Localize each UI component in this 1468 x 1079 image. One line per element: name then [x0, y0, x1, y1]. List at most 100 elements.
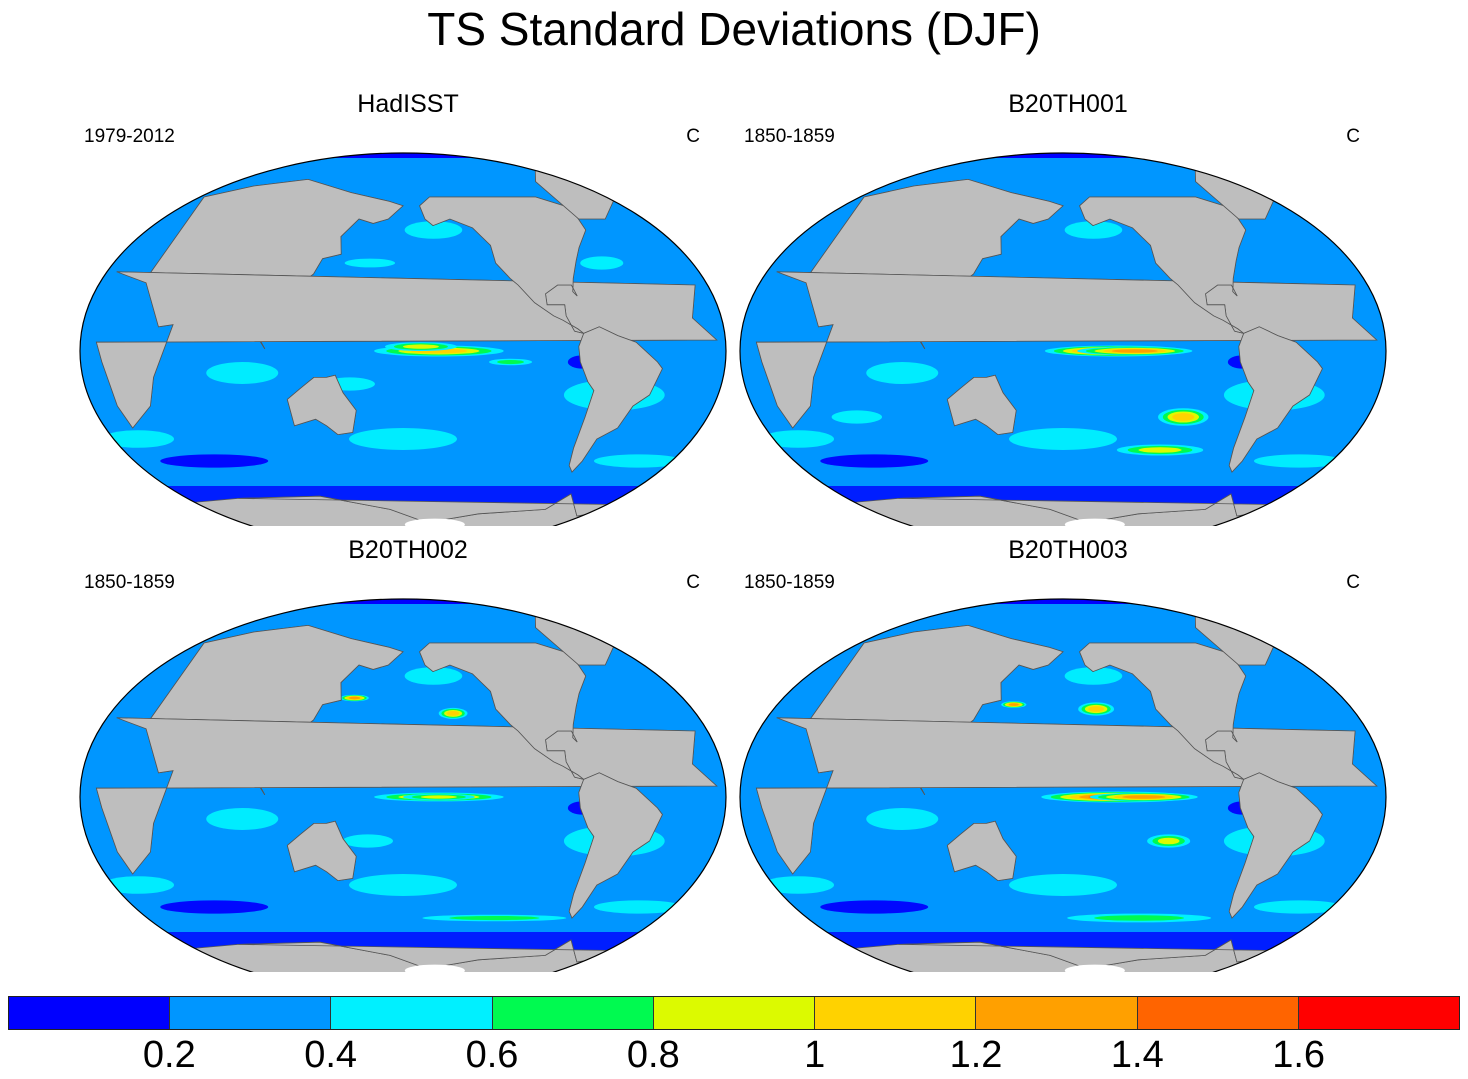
variability-patch — [1064, 221, 1123, 239]
arctic-low-variance — [740, 153, 1386, 158]
map-panel-b20th001: B20TH001 1850-1859 C — [738, 90, 1398, 536]
colorbar-tick-label: 1.2 — [949, 1034, 1003, 1076]
sst-contour — [1088, 706, 1104, 712]
panel-title: B20TH001 — [1008, 90, 1128, 118]
sst-contour — [1094, 915, 1185, 921]
sst-contour — [402, 344, 439, 349]
colorbar-segment — [170, 997, 332, 1029]
variability-patch — [206, 362, 279, 384]
sst-contour — [1008, 703, 1019, 706]
colorbar-tick-label: 0.8 — [626, 1034, 680, 1076]
panel-title: B20TH003 — [1008, 536, 1128, 564]
arctic-low-variance — [740, 599, 1386, 604]
land-australia — [286, 374, 357, 436]
land-australia — [946, 820, 1017, 882]
variability-patch — [593, 454, 684, 468]
sst-contour — [1122, 795, 1166, 799]
ice-shelf — [404, 964, 465, 972]
land-samerica — [568, 326, 663, 473]
ice-shelf — [404, 518, 465, 526]
variability-patch — [349, 428, 457, 450]
world-map — [79, 126, 727, 526]
land-australia — [946, 374, 1017, 436]
sst-contour — [580, 256, 624, 270]
variability-patch — [1009, 874, 1117, 896]
sst-contour — [446, 710, 460, 716]
panel-title: B20TH002 — [348, 536, 468, 564]
variability-patch — [404, 221, 463, 239]
variability-patch — [1064, 667, 1123, 685]
sst-contour — [1157, 837, 1180, 845]
world-map — [79, 598, 727, 972]
period-label: 1850-1859 — [744, 572, 835, 593]
arctic-low-variance — [80, 153, 726, 158]
units-label: C — [686, 572, 700, 593]
units-label: C — [686, 126, 700, 147]
land-samerica — [1228, 326, 1323, 473]
world-map — [739, 598, 1387, 972]
colorbar-tick-label: 1 — [804, 1034, 826, 1076]
colorbar — [8, 996, 1460, 1030]
sea-ice — [261, 126, 441, 146]
sst-contour — [497, 359, 525, 365]
land-namerica — [1079, 196, 1247, 334]
land-samerica — [568, 772, 663, 919]
units-label: C — [1346, 126, 1360, 147]
colorbar-segment — [1298, 997, 1459, 1029]
variability-patch — [102, 876, 175, 894]
variability-patch — [404, 667, 463, 685]
map-outline — [739, 152, 1387, 526]
variability-patch — [160, 900, 269, 914]
sst-contour — [831, 410, 883, 424]
main-title: TS Standard Deviations (DJF) — [427, 3, 1041, 55]
variability-patch — [762, 430, 835, 448]
panel-title: HadISST — [357, 90, 459, 118]
colorbar-segment — [1137, 997, 1299, 1029]
land-namerica — [419, 642, 587, 780]
colorbar-tick-label: 0.6 — [465, 1034, 519, 1076]
sst-contour — [1172, 413, 1195, 421]
variability-patch — [762, 876, 835, 894]
colorbar-tick-label: 1.6 — [1272, 1034, 1326, 1076]
colorbar-segment — [976, 997, 1138, 1029]
variability-patch — [1253, 900, 1344, 914]
sst-contour — [420, 795, 457, 799]
land-namerica — [1079, 642, 1247, 780]
sst-contour — [1138, 447, 1182, 453]
map-outline — [739, 598, 1387, 972]
map-outline — [79, 152, 727, 526]
period-label: 1979-2012 — [84, 126, 175, 147]
variability-patch — [349, 874, 457, 896]
sst-contour — [344, 258, 396, 268]
units-label: C — [1346, 572, 1360, 593]
colorbar-tick-label: 1.4 — [1110, 1034, 1164, 1076]
sst-contour — [1111, 349, 1158, 353]
map-panel-hadisst: HadISST 1979-2012 C — [78, 90, 738, 536]
period-label: 1850-1859 — [84, 572, 175, 593]
sst-contour — [342, 834, 393, 848]
land-australia — [286, 820, 357, 882]
sst-contour — [348, 696, 361, 700]
colorbar-tick-label: 0.2 — [142, 1034, 196, 1076]
variability-patch — [1253, 454, 1344, 468]
variability-patch — [866, 808, 939, 830]
variability-patch — [102, 430, 175, 448]
arctic-low-variance — [80, 599, 726, 604]
ice-shelf — [1064, 518, 1125, 526]
map-panel-b20th002: B20TH002 1850-1859 C — [78, 536, 738, 982]
variability-patch — [593, 900, 684, 914]
ice-shelf — [1064, 964, 1125, 972]
world-map — [739, 152, 1387, 526]
colorbar-segment — [9, 997, 171, 1029]
colorbar-segment — [492, 997, 654, 1029]
variability-patch — [820, 454, 929, 468]
colorbar-labels: 0.2 0.4 0.6 0.8 1 1.2 1.4 1.6 — [8, 1034, 1460, 1078]
colorbar-segment — [331, 997, 493, 1029]
colorbar-tick-label: 0.4 — [304, 1034, 358, 1076]
colorbar-segment — [815, 997, 977, 1029]
map-panel-b20th003: B20TH003 1850-1859 C — [738, 536, 1398, 982]
colorbar-segment — [653, 997, 816, 1029]
land-namerica — [419, 196, 587, 334]
variability-patch — [160, 454, 269, 468]
sst-contour — [449, 915, 540, 921]
